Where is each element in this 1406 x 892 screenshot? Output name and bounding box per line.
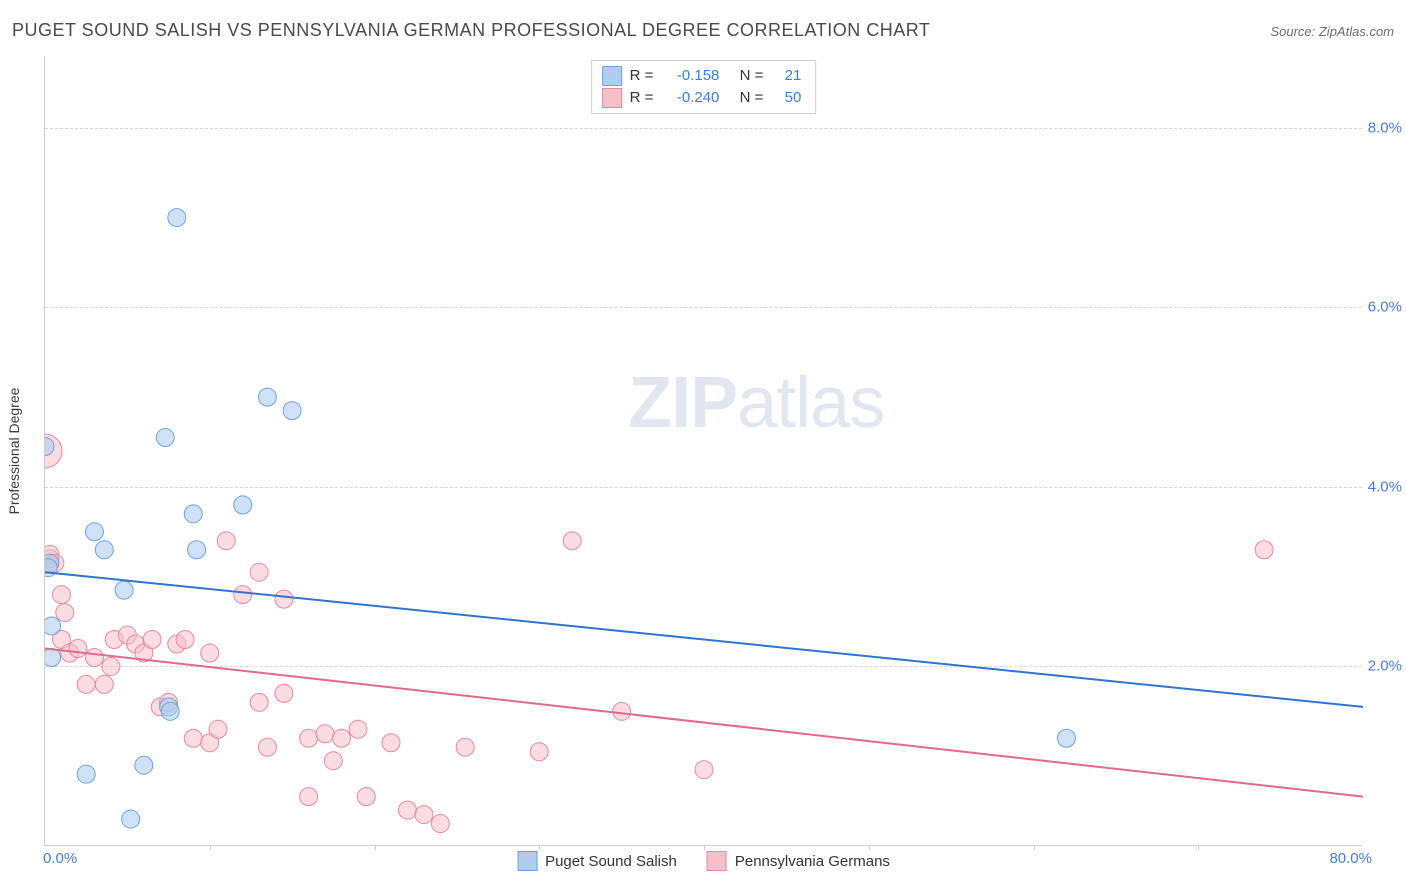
data-point-salish: [168, 209, 186, 227]
data-point-penn: [275, 684, 293, 702]
data-point-penn: [102, 657, 120, 675]
data-point-salish: [234, 496, 252, 514]
data-point-salish: [156, 429, 174, 447]
plot-area: ZIPatlas 2.0%4.0%6.0%8.0% 0.0% 80.0% R =…: [44, 56, 1362, 846]
data-point-penn: [234, 586, 252, 604]
x-tick-mark: [375, 845, 376, 850]
data-point-penn: [250, 693, 268, 711]
data-point-salish: [85, 523, 103, 541]
r-value-salish: -0.158: [661, 65, 719, 87]
data-point-penn: [275, 590, 293, 608]
legend-label-salish: Puget Sound Salish: [545, 853, 677, 870]
data-point-penn: [209, 720, 227, 738]
source-label: Source: ZipAtlas.com: [1270, 24, 1394, 39]
data-point-penn: [250, 563, 268, 581]
swatch-penn: [602, 88, 622, 108]
data-point-penn: [349, 720, 367, 738]
r-value-penn: -0.240: [661, 87, 719, 109]
data-point-penn: [530, 743, 548, 761]
data-point-penn: [563, 532, 581, 550]
data-point-penn: [431, 815, 449, 833]
swatch-penn-bottom: [707, 851, 727, 871]
data-point-penn: [85, 648, 103, 666]
data-point-penn: [382, 734, 400, 752]
data-point-penn: [333, 729, 351, 747]
data-point-penn: [415, 806, 433, 824]
data-point-penn: [77, 675, 95, 693]
n-value-salish: 21: [771, 65, 801, 87]
data-point-salish: [258, 388, 276, 406]
data-point-penn: [56, 604, 74, 622]
data-point-penn: [300, 729, 318, 747]
y-tick-label: 8.0%: [1368, 119, 1402, 136]
data-point-salish: [122, 810, 140, 828]
data-point-salish: [115, 581, 133, 599]
y-tick-label: 2.0%: [1368, 658, 1402, 675]
data-point-penn: [300, 788, 318, 806]
chart-title: PUGET SOUND SALISH VS PENNSYLVANIA GERMA…: [12, 20, 930, 40]
data-point-penn: [456, 738, 474, 756]
legend-item-penn: Pennsylvania Germans: [707, 851, 890, 871]
r-label: R =: [630, 87, 654, 109]
swatch-salish: [602, 66, 622, 86]
x-tick-mark: [210, 845, 211, 850]
data-point-salish: [188, 541, 206, 559]
data-point-penn: [357, 788, 375, 806]
x-tick-mark: [539, 845, 540, 850]
legend-label-penn: Pennsylvania Germans: [735, 853, 890, 870]
data-point-penn: [695, 761, 713, 779]
r-label: R =: [630, 65, 654, 87]
x-tick-mark: [869, 845, 870, 850]
data-point-penn: [324, 752, 342, 770]
data-point-penn: [217, 532, 235, 550]
stats-legend: R = -0.158 N = 21 R = -0.240 N = 50: [591, 60, 817, 114]
trend-line-salish: [45, 572, 1363, 707]
data-point-penn: [258, 738, 276, 756]
data-point-penn: [613, 702, 631, 720]
swatch-salish-bottom: [517, 851, 537, 871]
y-tick-label: 4.0%: [1368, 478, 1402, 495]
data-point-penn: [398, 801, 416, 819]
data-point-penn: [143, 631, 161, 649]
data-point-penn: [316, 725, 334, 743]
data-point-salish: [184, 505, 202, 523]
data-point-penn: [1255, 541, 1273, 559]
data-point-penn: [184, 729, 202, 747]
x-tick-mark: [1034, 845, 1035, 850]
data-point-penn: [201, 644, 219, 662]
x-tick-mark: [704, 845, 705, 850]
y-tick-label: 6.0%: [1368, 299, 1402, 316]
bottom-legend: Puget Sound Salish Pennsylvania Germans: [517, 851, 890, 871]
x-tick-max: 80.0%: [1329, 850, 1372, 867]
data-point-salish: [77, 765, 95, 783]
x-tick-min: 0.0%: [43, 850, 77, 867]
scatter-svg: [45, 56, 1363, 846]
data-point-penn: [176, 631, 194, 649]
stats-row-penn: R = -0.240 N = 50: [602, 87, 802, 109]
data-point-salish: [135, 756, 153, 774]
n-label: N =: [740, 65, 764, 87]
n-label: N =: [740, 87, 764, 109]
data-point-penn: [95, 675, 113, 693]
legend-item-salish: Puget Sound Salish: [517, 851, 677, 871]
y-axis-label: Professional Degree: [6, 388, 22, 515]
data-point-penn: [52, 586, 70, 604]
data-point-salish: [161, 702, 179, 720]
data-point-salish: [95, 541, 113, 559]
data-point-salish: [45, 617, 61, 635]
data-point-salish: [283, 402, 301, 420]
n-value-penn: 50: [771, 87, 801, 109]
data-point-salish: [1057, 729, 1075, 747]
stats-row-salish: R = -0.158 N = 21: [602, 65, 802, 87]
x-tick-mark: [1198, 845, 1199, 850]
plot-wrap: Professional Degree ZIPatlas 2.0%4.0%6.0…: [44, 56, 1394, 846]
data-point-penn: [69, 640, 87, 658]
data-point-salish: [45, 648, 61, 666]
